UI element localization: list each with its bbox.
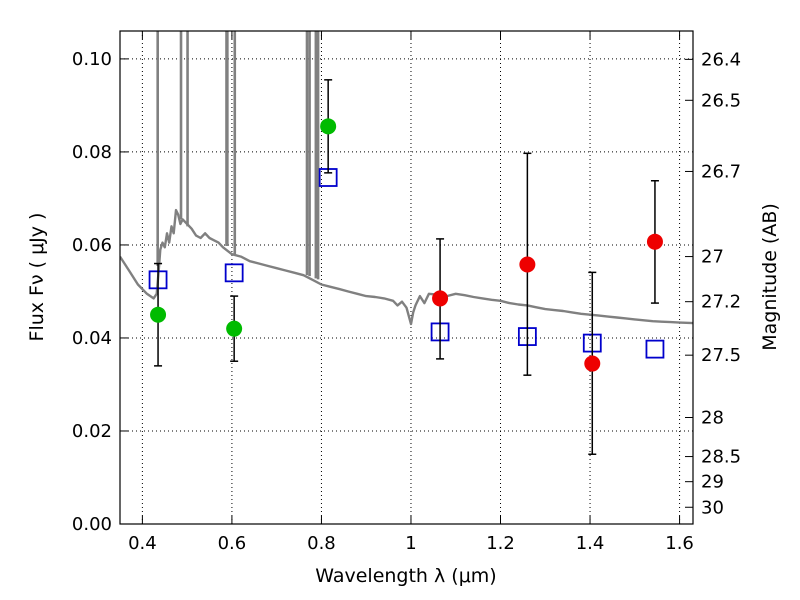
sed-model-line — [120, 208, 693, 326]
y-tick-label: 0.10 — [72, 49, 112, 70]
y2-tick-label: 27.5 — [701, 345, 741, 366]
y2-tick-label: 27 — [701, 247, 724, 268]
marker-layer — [148, 79, 665, 455]
y-tick-label: 0.00 — [72, 514, 112, 535]
observed-point-nir — [584, 355, 601, 372]
x-tick-label: 1.6 — [665, 533, 694, 554]
x-tick-label: 0.4 — [128, 533, 157, 554]
y-tick-label: 0.02 — [72, 421, 112, 442]
y-tick-label: 0.06 — [72, 235, 112, 256]
observed-point-nir — [519, 256, 536, 273]
y2-tick-label: 26.4 — [701, 49, 741, 70]
model-photometry-square — [224, 263, 244, 283]
y2-tick-label: 29 — [701, 472, 724, 493]
x-tick-label: 1.4 — [576, 533, 605, 554]
y2-tick-label: 28.5 — [701, 447, 741, 468]
y2-tick-label: 30 — [701, 497, 724, 518]
y-tick-label: 0.04 — [72, 328, 112, 349]
observed-point-nir — [646, 233, 663, 250]
plot-background — [120, 31, 693, 524]
x-tick-label: 0.8 — [307, 533, 336, 554]
y2-tick-label: 27.2 — [701, 292, 741, 313]
y2-axis-label: Magnitude (AB) — [759, 203, 781, 351]
x-axis-label: Wavelength λ (μm) — [315, 565, 496, 587]
model-photometry-square — [645, 339, 665, 359]
observed-point-optical — [150, 306, 167, 323]
plot-area — [120, 31, 693, 326]
axes: 0.4 0.6 0.8 1 1.2 1.4 1.6 0.00 0.02 0.04 0.06 0.08 0… — [72, 31, 741, 554]
y-axis-label: Flux Fν ( μJy ) — [26, 213, 48, 342]
observed-point-nir — [432, 290, 449, 307]
y-tick-label: 0.08 — [72, 142, 112, 163]
y2-tick-label: 28 — [701, 407, 724, 428]
observed-point-optical — [226, 320, 243, 337]
x-tick-label: 1 — [405, 533, 416, 554]
plot-frame — [119, 30, 694, 525]
x-tick-label: 0.6 — [218, 533, 247, 554]
x-tick-label: 1.2 — [486, 533, 515, 554]
y2-tick-label: 26.5 — [701, 90, 741, 111]
y2-tick-label: 26.7 — [701, 161, 741, 182]
observed-point-optical — [320, 118, 337, 135]
